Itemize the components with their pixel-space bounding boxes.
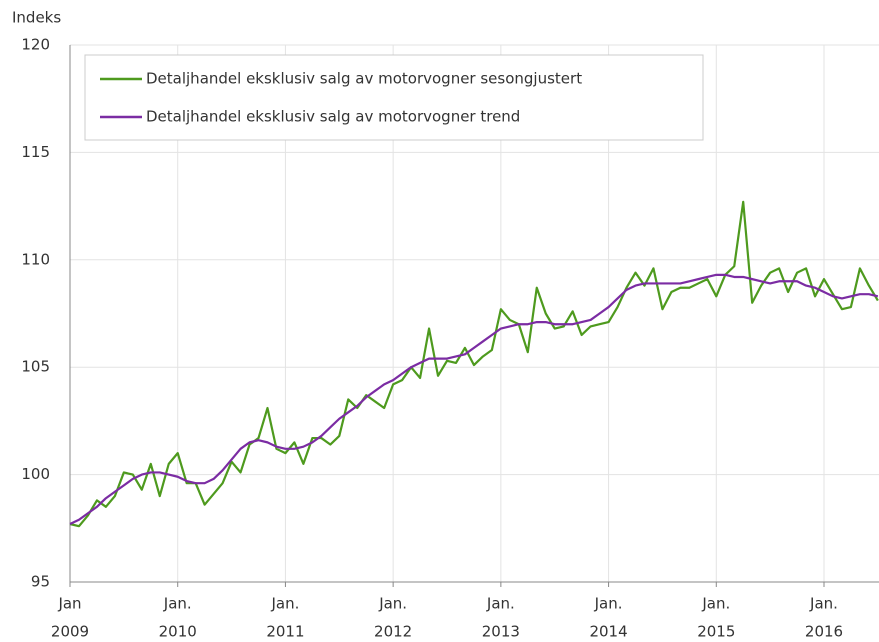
x-tick-label: 2012 [374,623,412,641]
y-tick-label: 115 [21,143,50,161]
x-tick-label: 2013 [482,623,520,641]
x-tick-label: Jan. [594,595,623,613]
x-tick-label: Jan. [270,595,299,613]
legend-box [84,54,704,141]
x-tick-label: Jan. [486,595,515,613]
x-tick-label: Jan. [378,595,407,613]
y-tick-label: 100 [21,465,50,483]
x-tick-label: Jan. [163,595,192,613]
x-tick-label: 2014 [589,623,627,641]
y-tick-label: 95 [31,573,50,591]
x-tick-label: 2010 [159,623,197,641]
y-tick-label: 120 [21,36,50,54]
data-line [69,200,879,528]
x-tick-label: Jan. [701,595,730,613]
legend-label: Detaljhandel eksklusiv salg av motorvogn… [146,108,520,126]
data-line [69,273,879,525]
x-tick-label: 2009 [51,623,89,641]
y-tick-label: 105 [21,358,50,376]
y-axis-label: Indeks [12,9,61,27]
x-tick-label: Jan. [809,595,838,613]
x-tick-label: 2016 [805,623,843,641]
x-tick-label: 2011 [266,623,304,641]
legend-label: Detaljhandel eksklusiv salg av motorvogn… [146,70,582,88]
x-tick-label: 2015 [697,623,735,641]
y-tick-label: 110 [21,250,50,268]
x-tick-label: Jan [57,595,81,613]
